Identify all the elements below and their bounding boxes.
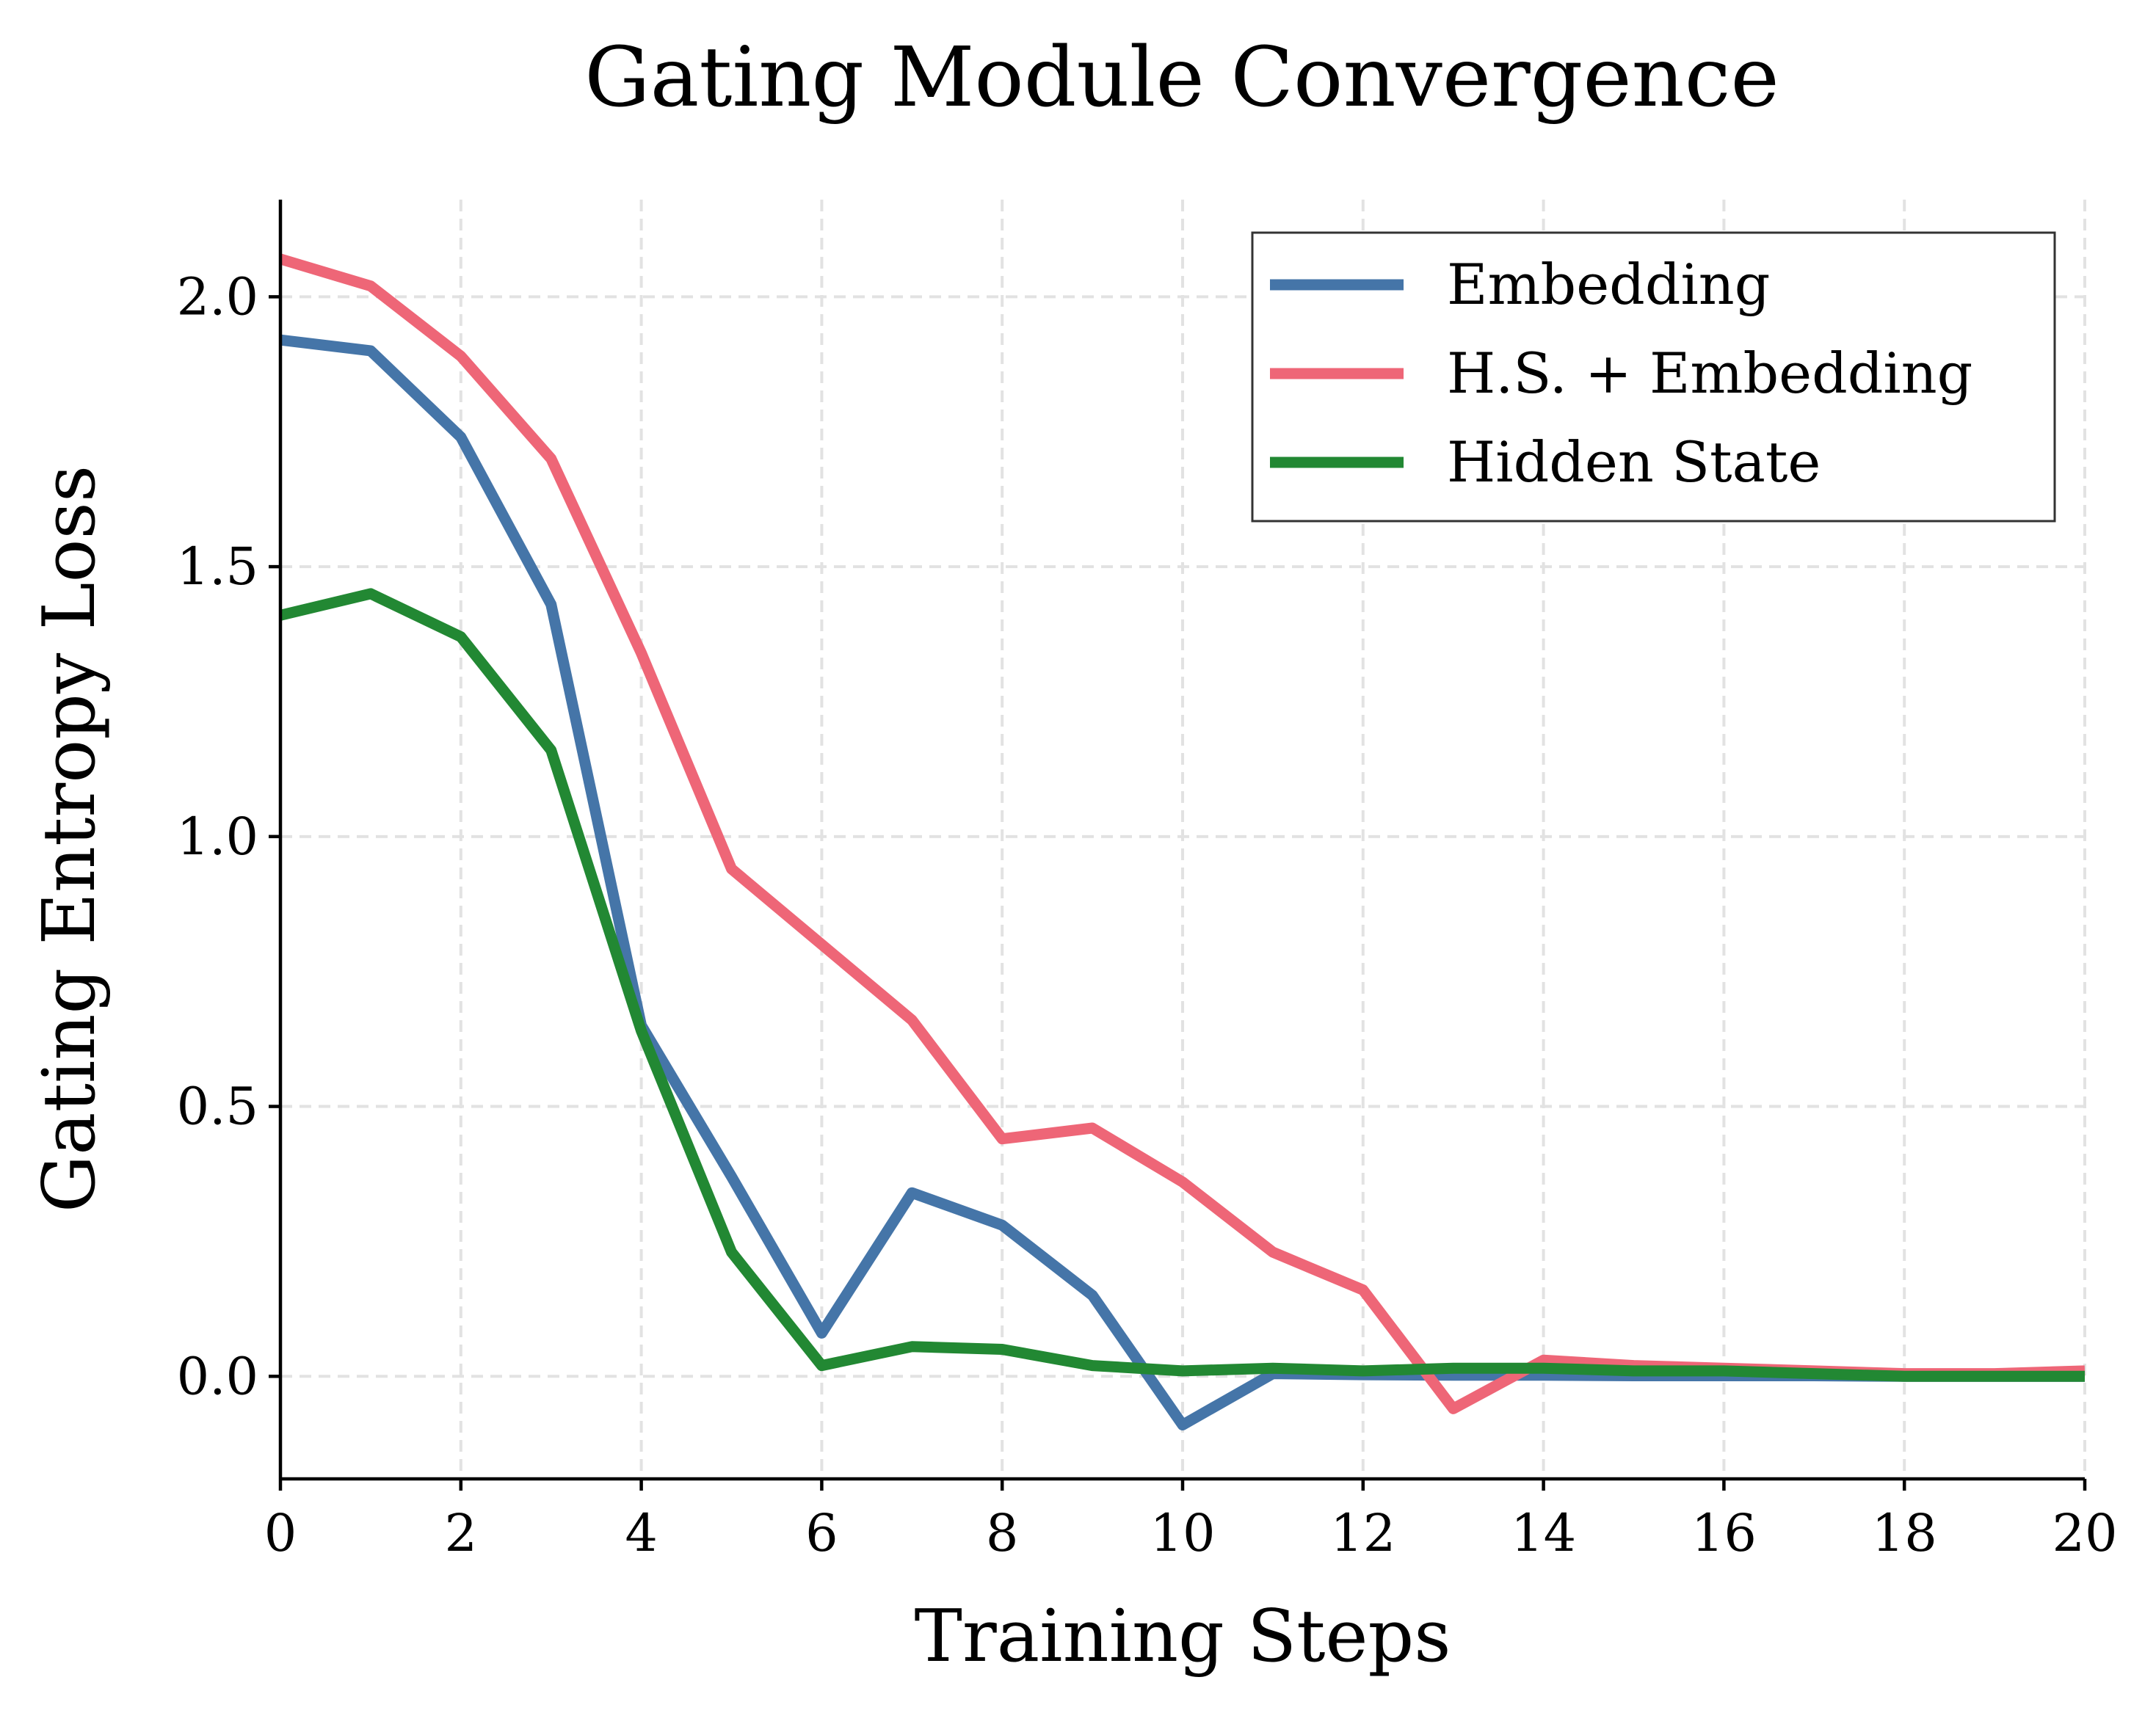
x-tick-label: 16	[1691, 1503, 1757, 1563]
x-tick-label: 18	[1872, 1503, 1937, 1563]
ticks: 0 2 4 6 8 10 12 14 16 18 20 0.0 0.5 1.0 1.5 2.0	[177, 266, 2118, 1563]
legend: Embedding H.S. + Embedding Hidden State	[1251, 231, 2056, 523]
y-tick-label: 2.0	[177, 266, 258, 327]
x-tick-label: 2	[445, 1503, 478, 1563]
y-tick-label: 0.5	[177, 1077, 258, 1137]
x-tick-label: 10	[1150, 1503, 1215, 1563]
chart-title: Gating Module Convergence	[584, 30, 1779, 126]
y-axis-label: Gating Entropy Loss	[28, 465, 112, 1212]
x-tick-label: 12	[1330, 1503, 1395, 1563]
y-tick-label: 0.0	[177, 1346, 258, 1406]
x-axis-label: Training Steps	[915, 1595, 1451, 1679]
series-line-hidden-state	[279, 588, 2085, 1382]
x-tick-label: 14	[1511, 1503, 1576, 1563]
legend-label-hidden-state: Hidden State	[1447, 429, 1821, 495]
x-tick-label: 8	[986, 1503, 1019, 1563]
series-layer	[278, 253, 2086, 1430]
legend-label-h-s-embedding: H.S. + Embedding	[1447, 341, 1972, 406]
x-tick-label: 6	[805, 1503, 838, 1563]
y-tick-label: 1.5	[177, 537, 258, 597]
y-tick-label: 1.0	[177, 807, 258, 867]
x-tick-label: 20	[2052, 1503, 2117, 1563]
x-tick-label: 0	[264, 1503, 297, 1563]
legend-label-embedding: Embedding	[1447, 252, 1770, 317]
x-tick-label: 4	[625, 1503, 658, 1563]
